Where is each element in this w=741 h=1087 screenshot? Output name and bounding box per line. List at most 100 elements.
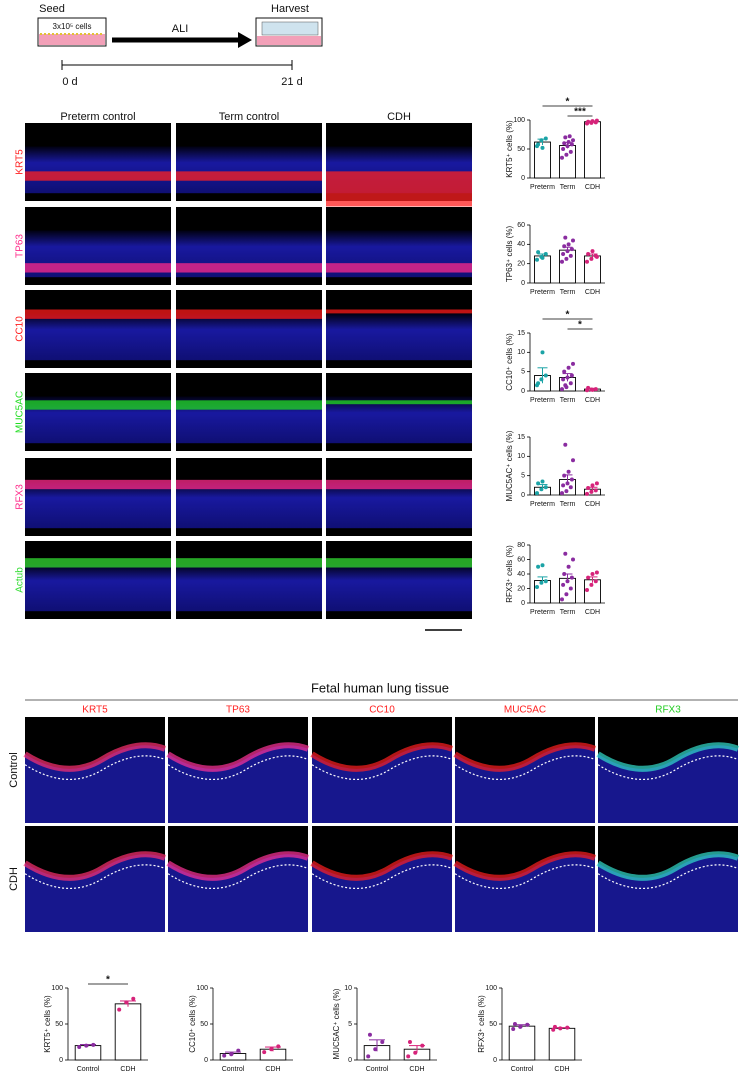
basement-line [311,864,453,889]
data-point [269,1047,274,1052]
nuclei [326,313,472,361]
row-label: CDH [8,867,20,891]
y-tick-label: 10 [517,349,525,356]
y-tick-label: 0 [521,492,525,499]
basement-line [597,755,739,780]
data-point [539,377,544,382]
stain [23,742,167,772]
y-tick-label: 0 [204,1057,208,1064]
y-axis-label: KRT5⁺ cells (%) [43,995,52,1053]
data-point [569,373,574,378]
stain [176,309,322,319]
x-tick-label: CDH [585,397,600,404]
basement-line [167,864,309,889]
data-point [586,486,591,491]
stain [176,479,322,490]
y-axis-label: CC10⁺ cells (%) [188,995,197,1053]
tissue [312,854,452,932]
data-point [539,487,544,492]
data-point [571,557,575,562]
x-tick-label: Preterm [530,289,555,296]
x-tick-label: CDH [585,609,600,616]
stain [596,742,740,772]
y-tick-label: 0 [521,280,525,287]
nuclei [25,313,171,361]
stain [166,851,310,881]
stain [453,851,597,881]
basement-line [167,755,309,780]
harvest-label: Harvest [271,3,309,15]
stain [326,558,472,568]
schematic: Seed 3x10⁵ cells ALI Harvest 0 d 21 d [37,3,323,88]
y-tick-label: 100 [196,985,208,992]
end-label: 21 d [281,76,302,88]
x-tick-label: Term [560,609,576,616]
data-point [380,1040,385,1044]
x-tick-label: CDH [585,501,600,508]
stain [310,742,454,772]
data-point [551,1027,556,1032]
data-point [590,119,595,124]
data-point [560,387,564,392]
data-point [594,254,599,259]
data-point [373,1047,378,1052]
stain [326,400,472,405]
data-point [568,586,573,591]
data-point [536,381,541,386]
basement-line [311,755,453,780]
data-point [540,350,545,355]
nuclei [25,146,171,194]
data-point [569,142,574,147]
x-tick-label: CDH [554,1066,569,1073]
y-tick-label: 100 [513,117,525,124]
y-tick-label: 0 [493,1057,497,1064]
x-tick-label: Preterm [530,609,555,616]
tissue [25,854,165,932]
data-point [366,1054,371,1059]
row-label: Actub [15,567,26,593]
tissue [25,745,165,823]
y-tick-label: 100 [51,985,63,992]
y-tick-label: 10 [517,453,525,460]
data-point [540,145,545,150]
x-tick-label: Control [77,1066,100,1073]
y-axis-label: KRT5⁺ cells (%) [505,120,514,178]
nuclei [25,564,171,612]
data-point [236,1048,241,1053]
tissue [598,745,738,823]
data-point [590,483,595,488]
medium [257,36,321,45]
x-tick-label: Term [560,397,576,404]
cells-label: 3x10⁵ cells [53,22,92,31]
data-point [585,259,589,264]
y-tick-label: 20 [517,261,525,268]
tissue [168,745,308,823]
data-point [276,1044,281,1049]
y-tick-label: 20 [517,585,525,592]
data-point [536,564,541,569]
data-point [561,582,566,587]
data-point [563,235,568,240]
significance-label: * [106,975,110,986]
data-point [543,252,548,256]
data-point [536,250,541,255]
data-point [594,118,599,123]
stain [326,309,472,314]
significance-label: * [566,97,570,108]
data-point [566,140,571,145]
data-point [565,249,570,254]
epithelium [261,21,319,36]
y-tick-label: 60 [517,222,525,229]
data-point [535,585,539,590]
basement-line [24,755,166,780]
data-point [586,119,591,124]
stain [25,558,171,568]
nuclei [326,481,472,529]
y-axis-label: RFX3⁺ cells (%) [505,545,514,603]
y-tick-label: 10 [344,985,352,992]
y-tick-label: 50 [200,1021,208,1028]
data-point [564,256,569,261]
x-tick-label: Control [511,1066,534,1073]
bar [548,1027,576,1061]
